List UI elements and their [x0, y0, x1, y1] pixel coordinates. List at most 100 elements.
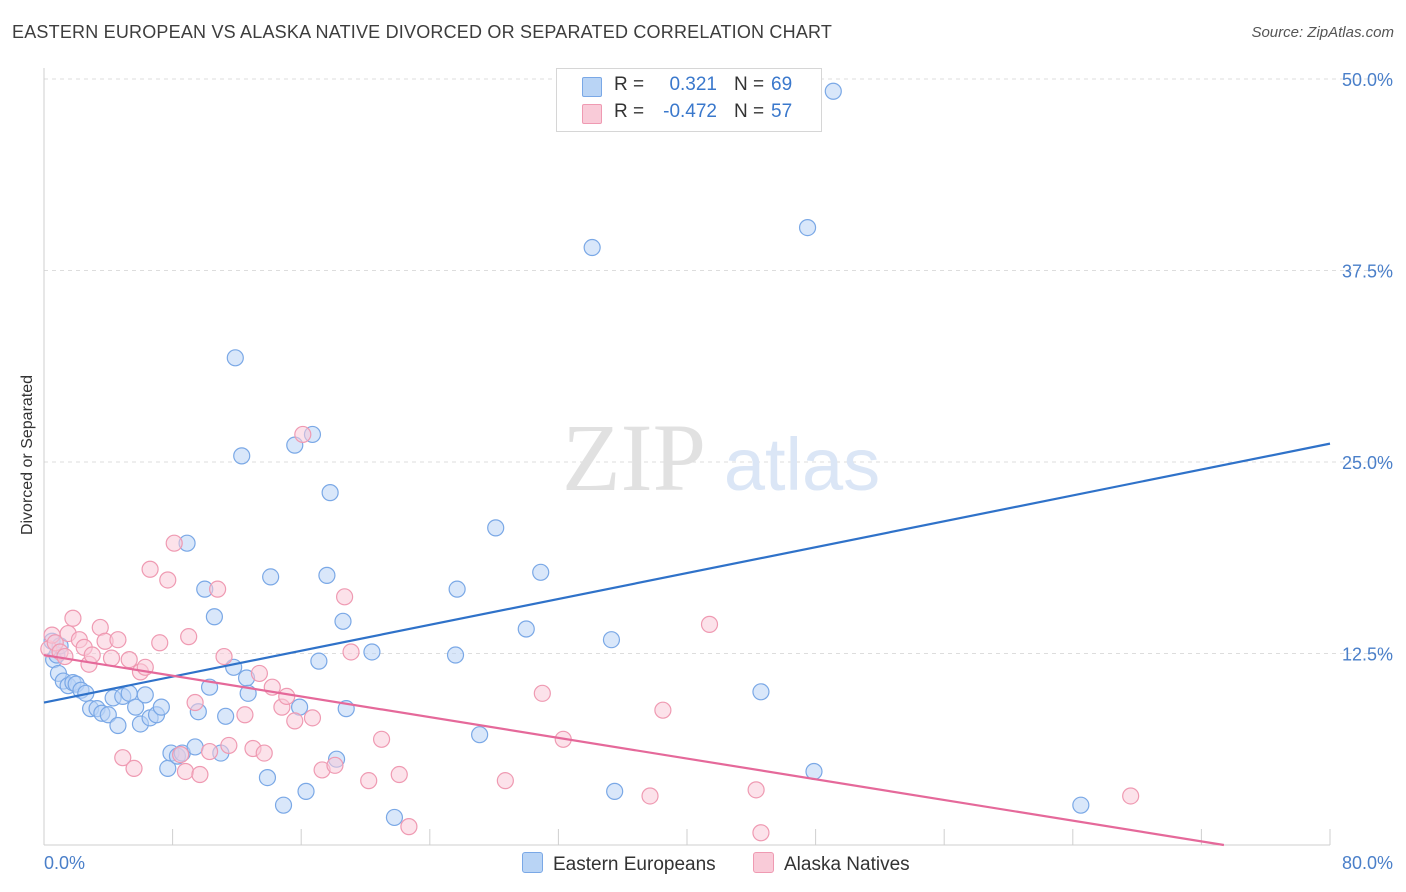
- point-alaska-native: [200, 742, 219, 761]
- point-eastern-european: [274, 796, 293, 814]
- point-eastern-european: [318, 566, 336, 584]
- point-alaska-native: [278, 687, 296, 705]
- source-credit: Source: ZipAtlas.com: [1251, 24, 1394, 41]
- point-eastern-european: [798, 219, 817, 237]
- point-alaska-native: [326, 756, 344, 774]
- point-eastern-european: [262, 568, 280, 586]
- point-alaska-native: [141, 560, 159, 578]
- point-eastern-european: [321, 484, 339, 502]
- r-label: R =: [614, 101, 645, 122]
- trend-line-eastern-europeans: [43, 442, 1331, 704]
- point-alaska-native: [64, 609, 82, 627]
- point-alaska-native: [250, 664, 269, 683]
- point-alaska-native: [286, 712, 304, 730]
- r-value: -0.472: [663, 101, 717, 122]
- point-alaska-native: [336, 588, 354, 606]
- n-label: N =: [734, 101, 765, 122]
- point-eastern-european: [310, 652, 328, 670]
- point-eastern-european: [226, 349, 244, 367]
- y-tick-label: 12.5%: [1342, 645, 1393, 665]
- point-alaska-native: [172, 746, 190, 764]
- point-alaska-native: [120, 651, 138, 669]
- point-alaska-native: [752, 824, 770, 842]
- point-eastern-european: [517, 620, 535, 638]
- point-eastern-european: [363, 643, 381, 661]
- point-alaska-native: [83, 646, 101, 664]
- point-eastern-european: [606, 782, 624, 800]
- point-alaska-native: [109, 631, 127, 649]
- point-alaska-native: [191, 765, 209, 784]
- y-tick-label: 37.5%: [1342, 262, 1393, 282]
- point-alaska-native: [236, 706, 254, 724]
- point-alaska-native: [186, 693, 204, 712]
- point-alaska-native: [342, 643, 360, 661]
- watermark-atlas: atlas: [724, 423, 880, 506]
- legend: Eastern Europeans Alaska Natives: [0, 850, 1406, 878]
- r-value: 0.321: [669, 74, 717, 95]
- legend-item-eastern-europeans[interactable]: Eastern Europeans: [522, 852, 716, 876]
- point-alaska-native: [165, 534, 183, 552]
- point-alaska-native: [654, 701, 672, 719]
- point-eastern-european: [583, 238, 601, 257]
- point-alaska-native: [747, 781, 765, 799]
- point-eastern-european: [446, 646, 465, 664]
- point-eastern-european: [1072, 796, 1090, 814]
- x-tick-label-max: 80.0%: [1342, 853, 1393, 873]
- point-eastern-european: [532, 563, 550, 581]
- watermark-zip: ZIP: [562, 404, 706, 511]
- point-eastern-european: [448, 580, 466, 598]
- point-alaska-native: [255, 744, 273, 762]
- point-alaska-native: [209, 580, 227, 598]
- y-tick-label: 25.0%: [1342, 453, 1393, 473]
- point-alaska-native: [102, 649, 121, 667]
- point-alaska-native: [360, 772, 378, 790]
- point-alaska-native: [1122, 787, 1140, 805]
- n-value: 57: [771, 101, 793, 122]
- point-alaska-native: [400, 818, 418, 836]
- point-alaska-native: [159, 571, 177, 589]
- point-eastern-european: [385, 808, 404, 827]
- stats-box: R = 0.321 N = 69 R = -0.472 N = 57: [556, 68, 822, 132]
- point-alaska-native: [294, 425, 312, 444]
- point-eastern-european: [258, 768, 277, 787]
- point-alaska-native: [125, 759, 143, 778]
- point-eastern-european: [217, 707, 235, 725]
- point-eastern-european: [205, 608, 223, 626]
- legend-item-alaska-natives[interactable]: Alaska Natives: [753, 852, 910, 876]
- point-alaska-native: [114, 749, 132, 767]
- point-eastern-european: [487, 519, 505, 537]
- point-eastern-european: [127, 698, 145, 716]
- n-value: 69: [771, 74, 793, 95]
- point-alaska-native: [700, 615, 719, 633]
- chart-title: EASTERN EUROPEAN VS ALASKA NATIVE DIVORC…: [12, 22, 833, 42]
- tick-labels: 12.5% 25.0% 37.5% 50.0% 0.0% 80.0%: [44, 70, 1393, 873]
- y-tick-label: 50.0%: [1342, 70, 1393, 90]
- point-eastern-european: [602, 631, 621, 649]
- point-eastern-european: [152, 698, 170, 716]
- stats-swatch-pink: [582, 104, 602, 124]
- point-alaska-native: [151, 634, 169, 652]
- point-eastern-european: [752, 683, 770, 701]
- point-alaska-native: [176, 762, 195, 781]
- point-alaska-native: [303, 709, 322, 727]
- r-label: R =: [614, 74, 645, 95]
- trend-lines: [43, 442, 1331, 847]
- axes: [43, 68, 1331, 846]
- point-eastern-european: [186, 738, 204, 756]
- point-alaska-native: [215, 647, 233, 666]
- watermark: ZIP atlas: [562, 404, 880, 511]
- legend-label: Eastern Europeans: [553, 854, 716, 875]
- point-eastern-european: [334, 612, 352, 630]
- point-eastern-european: [824, 82, 842, 100]
- series-alaska-natives: [40, 425, 1140, 842]
- y-axis-label: Divorced or Separated: [19, 374, 36, 536]
- point-alaska-native: [533, 684, 551, 702]
- trend-line-alaska-natives: [43, 653, 1225, 847]
- point-alaska-native: [641, 787, 659, 805]
- point-alaska-native: [496, 772, 514, 790]
- legend-swatch-blue: [522, 852, 543, 873]
- point-alaska-native: [220, 736, 238, 755]
- point-alaska-native: [180, 628, 198, 646]
- point-eastern-european: [233, 447, 251, 465]
